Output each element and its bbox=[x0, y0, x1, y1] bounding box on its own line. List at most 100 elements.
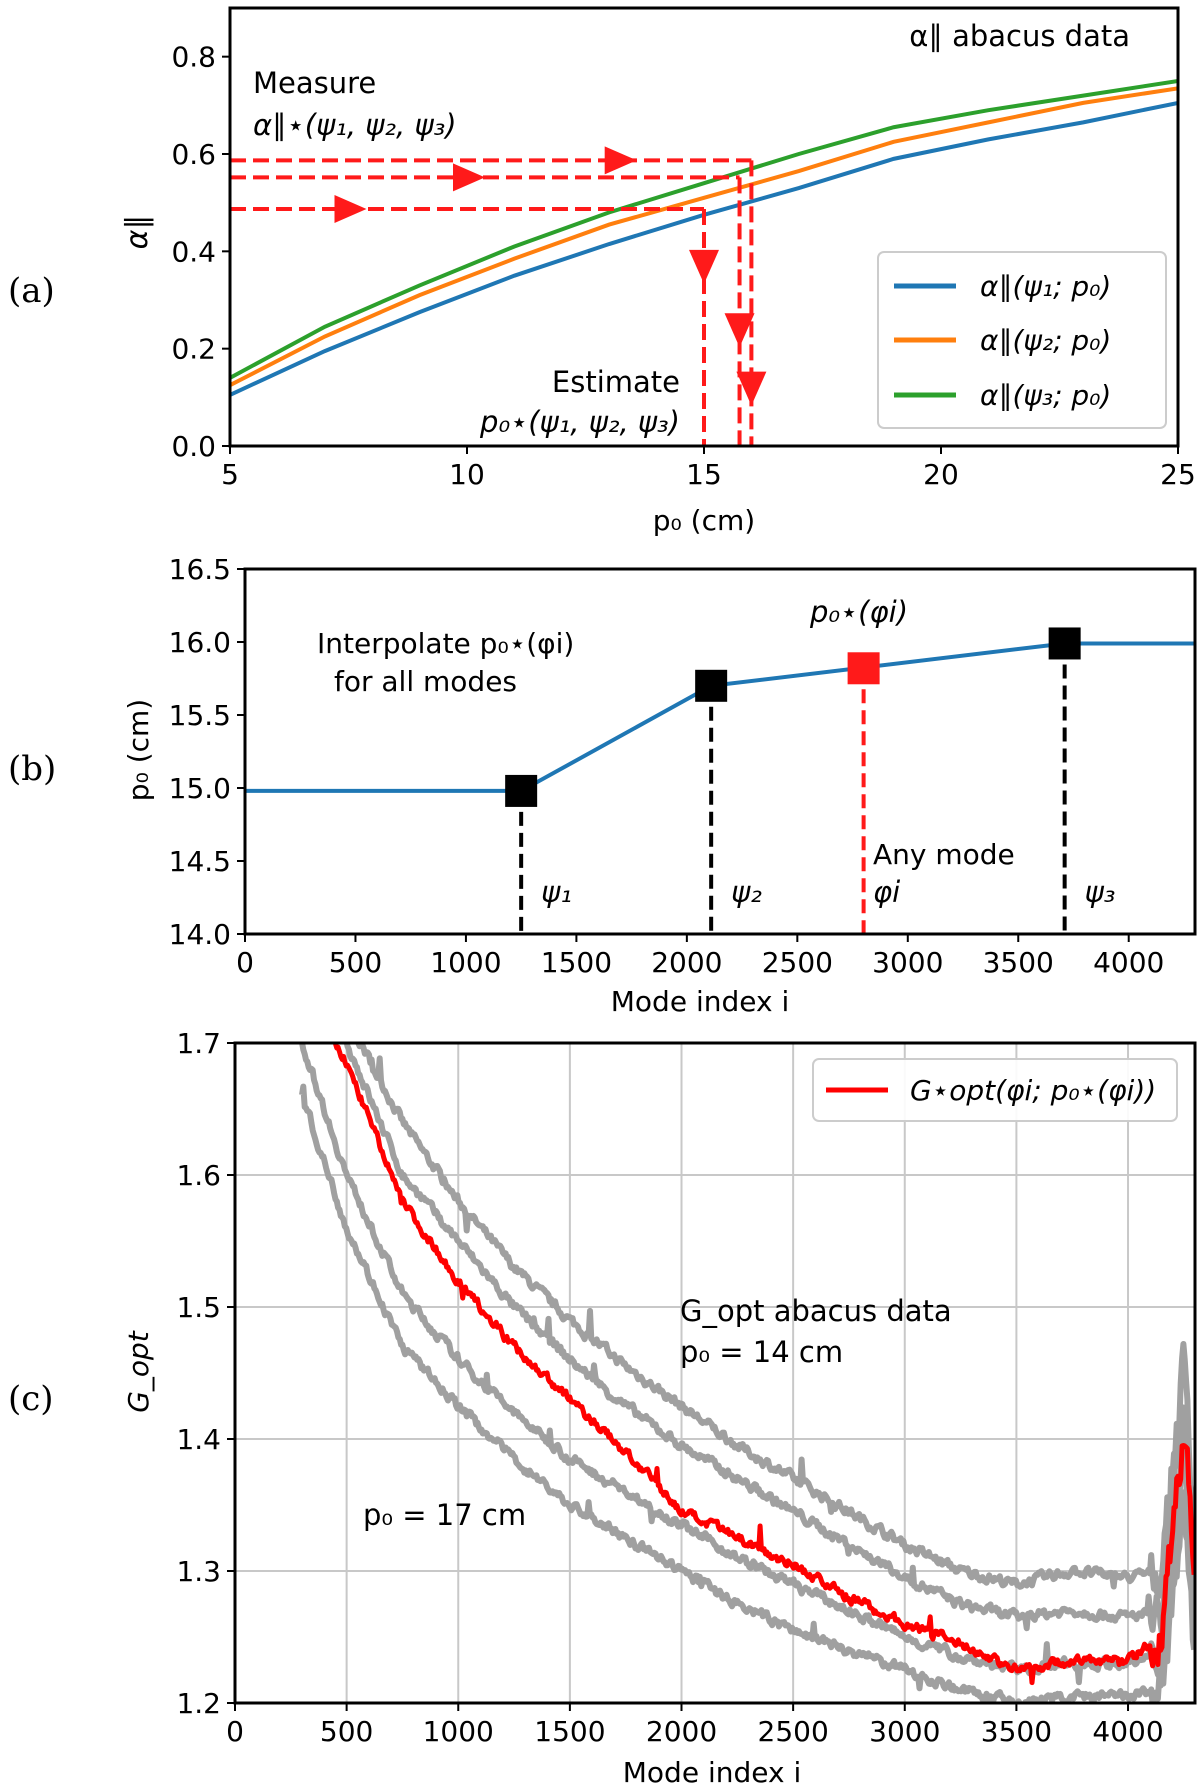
panel-a-frame bbox=[228, 6, 1180, 448]
y-tick-label: 0.4 bbox=[171, 235, 216, 268]
marker-square bbox=[695, 669, 728, 702]
panel-a-estimate-symbol: p₀⋆(ψ₁, ψ₂, ψ₃) bbox=[479, 405, 680, 439]
x-tick-label: 5 bbox=[221, 458, 239, 491]
x-tick-label: 2000 bbox=[646, 1715, 717, 1748]
x-tick-label: 10 bbox=[449, 458, 485, 491]
y-tick-label: 16.5 bbox=[169, 553, 231, 586]
panel-label-c: (c) bbox=[8, 1379, 54, 1419]
panel-label-a: (a) bbox=[8, 271, 55, 311]
panel-b-ticks: 0 500 1000 1500 2000 2500 3000 3500 4000 14.0 14.5… bbox=[169, 553, 1165, 979]
series-line-psi3 bbox=[230, 79, 1178, 380]
y-tick-label: 1.2 bbox=[176, 1687, 221, 1720]
y-tick-label: 0.2 bbox=[171, 333, 216, 366]
x-tick-label: 1500 bbox=[541, 946, 612, 979]
marker-square bbox=[1048, 627, 1081, 660]
panel-c: 0 500 1000 1500 2000 2500 3000 3500 4000 1.2 1.3 1.… bbox=[122, 1027, 1197, 1787]
legend-label-g-opt: G⋆opt(φi; p₀⋆(φi)) bbox=[910, 1074, 1156, 1107]
panel-b-frame bbox=[243, 567, 1197, 936]
x-tick-label: 15 bbox=[686, 458, 722, 491]
y-tick-label: 1.6 bbox=[176, 1159, 221, 1192]
panel-b-all-modes-annotation: for all modes bbox=[334, 665, 517, 698]
panel-c-p14-annotation: p₀ = 14 cm bbox=[680, 1335, 843, 1369]
x-tick-label: 1000 bbox=[430, 946, 501, 979]
x-tick-label: 4000 bbox=[1092, 1715, 1163, 1748]
x-tick-label: 0 bbox=[226, 1715, 244, 1748]
x-tick-label: 2000 bbox=[651, 946, 722, 979]
panel-a-legend-box bbox=[877, 251, 1167, 429]
panel-c-abacus-annotation: G_opt abacus data bbox=[680, 1294, 952, 1328]
panel-c-p17-annotation: p₀ = 17 cm bbox=[363, 1498, 526, 1532]
panel-a-legend: α∥(ψ₁; p₀) α∥(ψ₂; p₀) α∥(ψ₃; p₀) bbox=[877, 251, 1167, 429]
x-tick-label: 3000 bbox=[869, 1715, 940, 1748]
panel-b-any-mode-annotation: Any mode bbox=[873, 838, 1015, 871]
y-tick-label: 1.5 bbox=[176, 1291, 221, 1324]
panel-label-b: (b) bbox=[8, 749, 56, 789]
x-tick-label: 25 bbox=[1160, 458, 1196, 491]
panel-a-x-label: p₀ (cm) bbox=[653, 504, 755, 537]
g-opt-interpolated-line bbox=[333, 1043, 1195, 1686]
panel-c-ticks: 0 500 1000 1500 2000 2500 3000 3500 4000 1.2 1.3 1.… bbox=[176, 1027, 1163, 1748]
marker-label: ψ₁ bbox=[541, 875, 572, 909]
panel-c-x-label: Mode index i bbox=[623, 1756, 801, 1787]
marker-square bbox=[847, 652, 880, 685]
y-tick-label: 14.0 bbox=[169, 918, 231, 951]
y-tick-label: 1.7 bbox=[176, 1027, 221, 1060]
y-tick-label: 0.8 bbox=[171, 41, 216, 74]
panel-a-estimate-annotation: Estimate bbox=[552, 365, 680, 399]
abacus-line-2 bbox=[341, 1043, 1195, 1637]
panel-c-y-label: G_opt bbox=[122, 1330, 155, 1413]
series-line-psi2 bbox=[230, 86, 1178, 387]
x-tick-label: 0 bbox=[236, 946, 254, 979]
panel-c-frame bbox=[233, 1041, 1197, 1705]
y-tick-label: 15.5 bbox=[169, 699, 231, 732]
y-tick-label: 1.4 bbox=[176, 1423, 221, 1456]
panel-c-legend: G⋆opt(φi; p₀⋆(φi)) bbox=[812, 1058, 1178, 1122]
x-tick-label: 1500 bbox=[534, 1715, 605, 1748]
measure-down-arrow bbox=[724, 313, 755, 348]
panel-b-interpolate-annotation: Interpolate p₀⋆(φi) bbox=[317, 627, 574, 660]
panel-c-series bbox=[299, 1043, 1195, 1703]
marker-label: ψ₃ bbox=[1085, 875, 1116, 909]
abacus-line-1 bbox=[355, 1043, 1195, 1599]
x-tick-label: 2500 bbox=[758, 1715, 829, 1748]
y-tick-label: 15.0 bbox=[169, 772, 231, 805]
panel-b-phi-annotation: φi bbox=[873, 875, 900, 909]
y-tick-label: 1.3 bbox=[176, 1555, 221, 1588]
panel-b-red-annotation: p₀⋆(φi) bbox=[809, 595, 908, 629]
x-tick-label: 2500 bbox=[762, 946, 833, 979]
panel-a-measurement-arrows bbox=[230, 146, 767, 446]
measure-down-arrow bbox=[689, 249, 719, 284]
panel-a-measure-symbol: α∥⋆(ψ₁, ψ₂, ψ₃) bbox=[253, 108, 457, 142]
panel-b: 0 500 1000 1500 2000 2500 3000 3500 4000 14.0 14.5… bbox=[122, 553, 1197, 1018]
marker-square bbox=[505, 774, 538, 807]
x-tick-label: 1000 bbox=[423, 1715, 494, 1748]
abacus-line-4 bbox=[299, 1083, 1195, 1703]
panel-a-y-label: α∥ bbox=[120, 215, 155, 250]
marker-label: ψ₂ bbox=[731, 875, 762, 909]
legend-label-psi2: α∥(ψ₂; p₀) bbox=[980, 324, 1111, 357]
y-tick-label: 14.5 bbox=[169, 845, 231, 878]
panel-b-series: ψ₁ ψ₂ ψ₃ bbox=[245, 627, 1195, 934]
x-tick-label: 3500 bbox=[981, 1715, 1052, 1748]
measure-right-arrow bbox=[604, 146, 637, 175]
x-tick-label: 3500 bbox=[983, 946, 1054, 979]
x-tick-label: 500 bbox=[320, 1715, 373, 1748]
panel-a: 5 10 15 20 25 0.0 0.2 0.4 0.6 0.8 p₀ (cm) α∥ α∥ a… bbox=[120, 6, 1196, 537]
x-tick-label: 20 bbox=[923, 458, 959, 491]
measure-right-arrow bbox=[453, 163, 485, 192]
panel-c-legend-box bbox=[812, 1058, 1178, 1122]
panel-a-ticks: 5 10 15 20 25 0.0 0.2 0.4 0.6 0.8 bbox=[171, 41, 1195, 491]
x-tick-label: 3000 bbox=[872, 946, 943, 979]
measure-right-arrow bbox=[334, 194, 367, 223]
panel-a-abacus-annotation: α∥ abacus data bbox=[909, 19, 1130, 53]
legend-label-psi1: α∥(ψ₁; p₀) bbox=[980, 270, 1111, 303]
y-tick-label: 0.6 bbox=[171, 138, 216, 171]
panel-a-measure-annotation: Measure bbox=[253, 66, 376, 100]
y-tick-label: 16.0 bbox=[169, 626, 231, 659]
measure-down-arrow bbox=[736, 371, 767, 406]
panel-b-x-label: Mode index i bbox=[611, 985, 789, 1018]
x-tick-label: 500 bbox=[329, 946, 382, 979]
y-tick-label: 0.0 bbox=[171, 430, 216, 463]
x-tick-label: 4000 bbox=[1093, 946, 1164, 979]
